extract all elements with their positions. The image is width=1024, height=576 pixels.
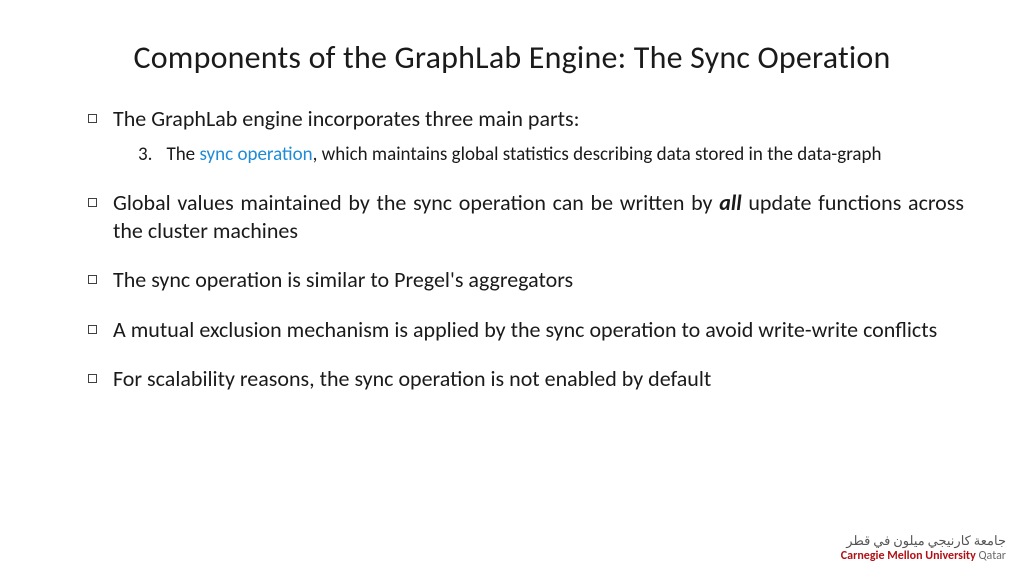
logo-english: Carnegie Mellon University Qatar (841, 550, 1006, 562)
slide-title: Components of the GraphLab Engine: The S… (60, 38, 964, 77)
bullet-text: Global values maintained by the sync ope… (113, 189, 964, 244)
bullet-text: For scalability reasons, the sync operat… (113, 365, 711, 393)
bullet-square-icon (88, 198, 97, 207)
bullet-text: The GraphLab engine incorporates three m… (113, 105, 580, 133)
bullet-1: The GraphLab engine incorporates three m… (88, 105, 964, 167)
slide-body: The GraphLab engine incorporates three m… (60, 105, 964, 393)
bullet-text: The sync operation is similar to Pregel'… (113, 266, 573, 294)
bullet-square-icon (88, 374, 97, 383)
sub-bullet-number: 3. (138, 143, 152, 166)
emphasis-text: all (719, 189, 741, 216)
university-logo: جامعة كارنيجي ميلون في قطر Carnegie Mell… (841, 535, 1006, 562)
bullet-square-icon (88, 325, 97, 334)
bullet-text: A mutual exclusion mechanism is applied … (113, 316, 937, 344)
sub-bullet-text: The sync operation, which maintains glob… (166, 143, 881, 168)
bullet-2: Global values maintained by the sync ope… (88, 189, 964, 244)
bullet-4: A mutual exclusion mechanism is applied … (88, 316, 964, 344)
bullet-3: The sync operation is similar to Pregel'… (88, 266, 964, 294)
bullet-square-icon (88, 114, 97, 123)
bullet-square-icon (88, 275, 97, 284)
logo-arabic: جامعة كارنيجي ميلون في قطر (841, 535, 1006, 548)
slide: Components of the GraphLab Engine: The S… (0, 0, 1024, 576)
sub-bullet: 3. The sync operation, which maintains g… (138, 143, 964, 168)
bullet-5: For scalability reasons, the sync operat… (88, 365, 964, 393)
highlight-text: sync operation (199, 143, 312, 166)
